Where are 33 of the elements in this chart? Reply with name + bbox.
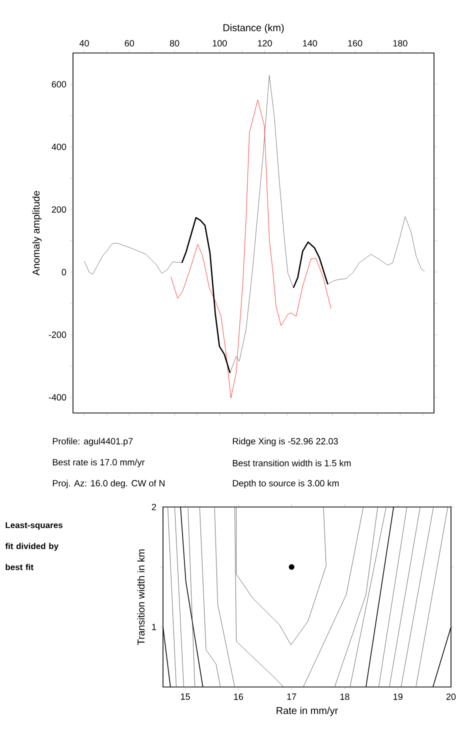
text: Proj. Az: 16.0 deg. CW of N — [52, 480, 165, 488]
x-tick-label: 80 — [170, 40, 180, 46]
text: Least-squares fit divided by best fit — [5, 522, 62, 570]
y-tick-label: -400 — [48, 394, 66, 401]
x-tick-label: 17 — [287, 694, 296, 700]
x-tick-label: 100 — [212, 40, 227, 46]
x-tick-label: 140 — [303, 40, 318, 46]
y-tick-label: 0 — [62, 268, 66, 276]
x-tick-label: 120 — [258, 40, 272, 46]
x-tick-label: 40 — [79, 40, 89, 46]
y-tick-label: 600 — [52, 81, 66, 88]
text: Depth to source is 3.00 km — [232, 480, 339, 488]
x-tick-label: 18 — [340, 694, 350, 700]
x-axis-title: Rate in mm/yr — [276, 706, 338, 716]
y-tick-label: 400 — [52, 144, 66, 150]
x-tick-label: 160 — [348, 40, 362, 46]
x-tick-label: 20 — [446, 694, 456, 700]
y-tick-label: 2 — [152, 504, 156, 510]
x-tick-label: 16 — [234, 694, 244, 700]
x-tick-label: 19 — [394, 694, 402, 700]
y-tick-label: 200 — [52, 206, 66, 213]
x-tick-label: 180 — [393, 40, 408, 46]
y-axis-title: Transition width in km — [137, 550, 145, 645]
x-tick-label: 15 — [181, 694, 190, 700]
y-tick-label: 1 — [152, 624, 156, 630]
x-tick-label: 60 — [124, 40, 134, 46]
text: Profile: agul4401.p7 — [52, 438, 133, 446]
y-axis-title: Anomaly amplitude — [32, 190, 42, 276]
text: Best rate is 17.0 mm/yr — [52, 458, 145, 468]
y-tick-label: -200 — [48, 332, 66, 338]
text: Ridge Xing is -52.96 22.03 — [232, 438, 338, 446]
x-axis-title: Distance (km) — [223, 24, 284, 34]
text: Best transition width is 1.5 km — [232, 460, 351, 466]
